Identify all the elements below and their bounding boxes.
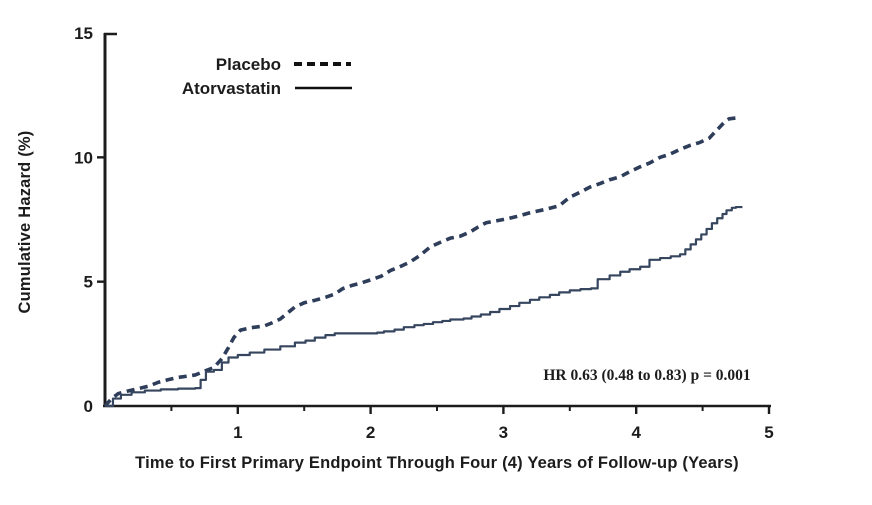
legend: Placebo Atorvastatin bbox=[182, 55, 352, 98]
hazard-ratio-annotation: HR 0.63 (0.48 to 0.83) p = 0.001 bbox=[543, 367, 750, 384]
y-tick-label: 15 bbox=[74, 24, 93, 43]
data-curves bbox=[103, 115, 743, 408]
axis-ticks: 1 2 3 4 5 0 5 10 15 bbox=[74, 24, 774, 442]
y-tick-label: 0 bbox=[84, 397, 93, 416]
x-axis-title: Time to First Primary Endpoint Through F… bbox=[135, 454, 739, 472]
y-axis-title: Cumulative Hazard (%) bbox=[16, 131, 34, 314]
placebo-curve bbox=[103, 115, 740, 408]
x-tick-label: 5 bbox=[764, 423, 773, 442]
y-tick-label: 10 bbox=[74, 148, 93, 167]
legend-label-placebo: Placebo bbox=[216, 55, 281, 74]
x-tick-label: 2 bbox=[366, 423, 375, 442]
y-tick-label: 5 bbox=[84, 273, 93, 292]
atorvastatin-curve bbox=[105, 205, 743, 408]
x-tick-label: 1 bbox=[233, 423, 242, 442]
x-tick-label: 4 bbox=[631, 423, 641, 442]
legend-label-atorvastatin: Atorvastatin bbox=[182, 79, 281, 98]
x-tick-label: 3 bbox=[499, 423, 508, 442]
